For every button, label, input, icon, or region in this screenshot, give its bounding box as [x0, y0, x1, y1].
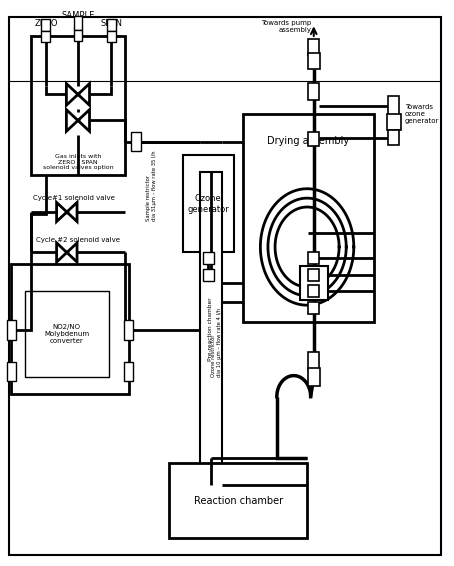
Bar	[7, 320, 16, 340]
Bar	[242, 114, 374, 322]
Bar	[74, 30, 83, 41]
Bar	[308, 83, 319, 100]
Bar	[25, 291, 109, 378]
Text: Reaction chamber: Reaction chamber	[193, 496, 283, 505]
Bar	[308, 269, 319, 281]
Text: ZERO: ZERO	[34, 19, 58, 28]
Bar	[7, 362, 16, 381]
Polygon shape	[78, 84, 89, 105]
Polygon shape	[67, 243, 77, 262]
Bar	[388, 130, 400, 145]
Bar	[308, 252, 319, 264]
Polygon shape	[66, 84, 78, 105]
Bar	[202, 252, 214, 264]
Text: Ozone restrictor
dia 10 μm – flow rate 4 l/h: Ozone restrictor dia 10 μm – flow rate 4…	[212, 308, 222, 377]
Bar	[131, 132, 141, 151]
Bar	[183, 156, 234, 252]
Bar	[202, 269, 214, 281]
Bar	[31, 36, 125, 175]
Bar	[124, 362, 133, 381]
Polygon shape	[78, 110, 89, 131]
Text: Towards pump
assembly: Towards pump assembly	[262, 19, 311, 32]
Text: Gas inlets with
ZERO / SPAN
solenoid valves option: Gas inlets with ZERO / SPAN solenoid val…	[43, 154, 113, 170]
Bar	[124, 320, 133, 340]
Bar	[308, 352, 319, 369]
Polygon shape	[66, 110, 78, 131]
Text: NO2/NO
Molybdenum
converter: NO2/NO Molybdenum converter	[44, 324, 89, 344]
Bar	[107, 31, 116, 42]
Bar	[388, 96, 400, 115]
Text: Towards
ozone
generator: Towards ozone generator	[405, 104, 439, 124]
Bar	[74, 16, 83, 31]
Bar	[11, 264, 129, 394]
Bar	[307, 53, 320, 70]
Bar	[300, 267, 328, 299]
Text: SAMPLE: SAMPLE	[61, 11, 94, 19]
Bar	[41, 19, 50, 31]
Polygon shape	[57, 243, 67, 262]
Text: SPAN: SPAN	[100, 19, 122, 28]
Bar	[169, 463, 307, 538]
Bar	[387, 114, 400, 130]
Polygon shape	[57, 203, 67, 221]
Text: Ozone
generator: Ozone generator	[187, 194, 229, 213]
Text: Sample restrictor
dia 31μm – flow rate 35 l/h: Sample restrictor dia 31μm – flow rate 3…	[146, 150, 157, 221]
Bar	[307, 368, 320, 386]
Bar	[308, 132, 319, 145]
Bar	[107, 19, 116, 31]
Bar	[308, 40, 319, 55]
Bar	[41, 31, 50, 42]
Bar	[308, 285, 319, 297]
Bar	[200, 172, 222, 486]
Bar	[308, 302, 319, 314]
Text: Cycle #2 solenoid valve: Cycle #2 solenoid valve	[36, 237, 120, 243]
Polygon shape	[67, 203, 77, 221]
Text: Cycle#1 solenoid valve: Cycle#1 solenoid valve	[34, 195, 115, 201]
Text: Pre-reaction chamber: Pre-reaction chamber	[208, 297, 213, 361]
Text: Drying assembly: Drying assembly	[267, 136, 349, 146]
